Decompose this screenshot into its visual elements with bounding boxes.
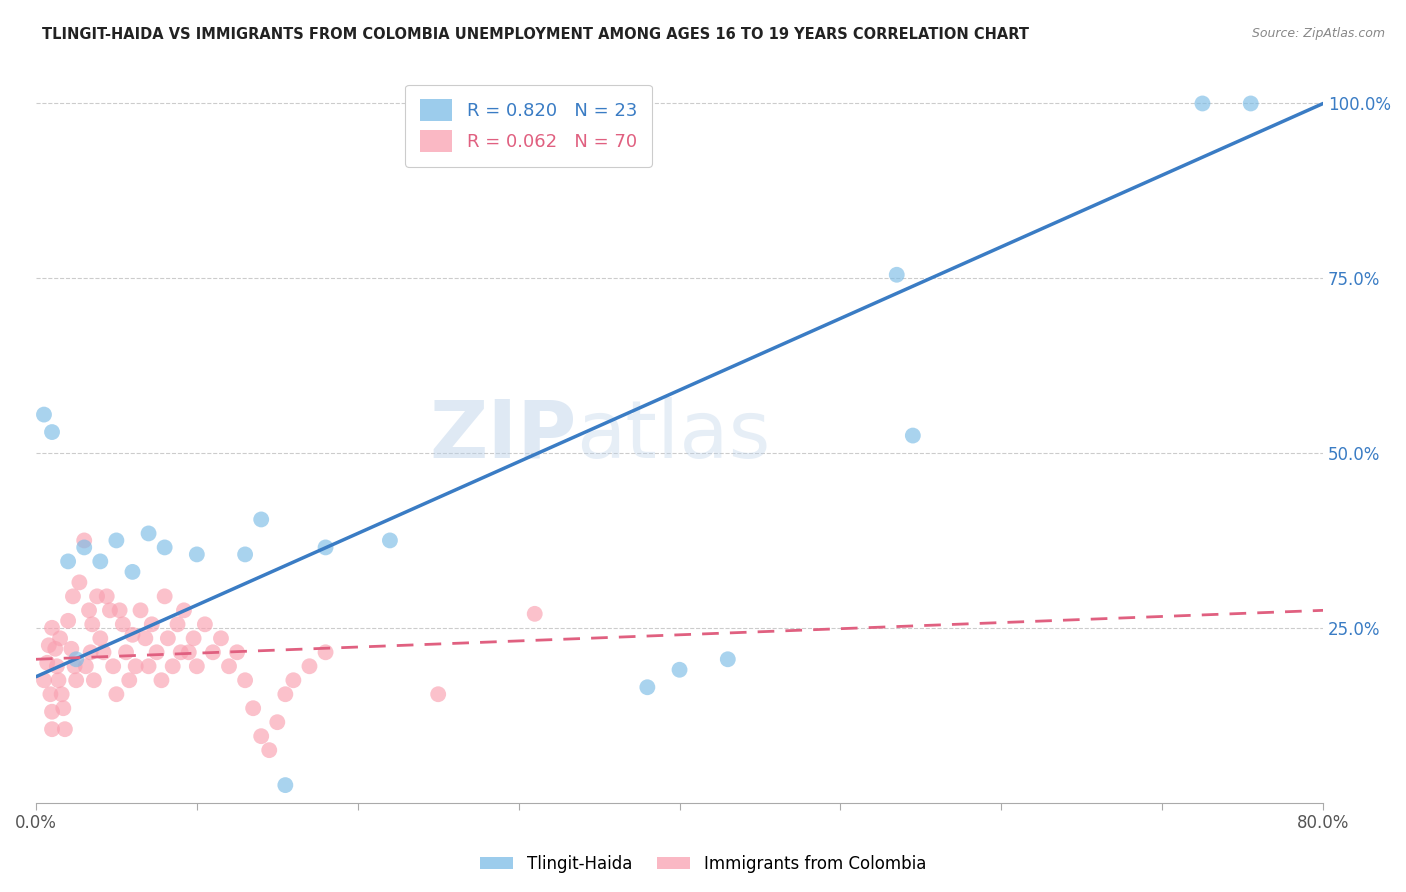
Point [150,673,173,688]
Point [636,680,658,694]
Point [89,554,111,568]
Point [378,533,401,548]
Point [65,673,87,688]
Point [56,554,79,568]
Point [63,659,86,673]
Point [32,673,55,688]
Point [283,673,305,688]
Point [89,632,111,646]
Point [226,645,249,659]
Point [218,659,240,673]
Point [93,645,115,659]
Point [242,701,264,715]
Point [32,408,55,422]
Point [209,632,232,646]
Point [77,603,100,617]
Point [257,743,280,757]
Point [233,673,256,688]
Point [52,701,75,715]
Point [138,526,160,541]
Point [41,722,63,736]
Point [62,590,84,604]
Point [121,565,143,579]
Point [60,641,83,656]
Point [427,687,450,701]
Point [38,638,60,652]
Point [274,778,297,792]
Point [250,729,273,743]
Point [65,652,87,666]
Point [523,607,546,621]
Point [73,541,96,555]
Point [134,632,156,646]
Point [138,659,160,673]
Text: TLINGIT-HAIDA VS IMMIGRANTS FROM COLOMBIA UNEMPLOYMENT AMONG AGES 16 TO 19 YEARS: TLINGIT-HAIDA VS IMMIGRANTS FROM COLOMBI… [42,27,1029,42]
Point [141,617,163,632]
Point [105,533,128,548]
Point [668,663,690,677]
Point [183,632,205,646]
Point [125,659,148,673]
Point [39,687,62,701]
Point [37,656,59,670]
Point [44,641,66,656]
Point [1240,96,1263,111]
Point [51,687,73,701]
Point [79,645,101,659]
Point [173,603,195,617]
Point [96,590,118,604]
Point [156,632,179,646]
Text: Source: ZipAtlas.com: Source: ZipAtlas.com [1251,27,1385,40]
Point [170,645,193,659]
Point [111,617,134,632]
Point [45,659,67,673]
Point [315,645,337,659]
Point [266,715,288,730]
Point [1191,96,1213,111]
Point [75,659,97,673]
Point [121,628,143,642]
Point [86,590,108,604]
Point [108,603,131,617]
Point [274,687,297,701]
Point [53,722,76,736]
Point [901,428,924,442]
Point [186,548,208,562]
Point [201,645,224,659]
Point [250,512,273,526]
Text: ZIP: ZIP [429,397,576,475]
Point [41,621,63,635]
Point [145,645,167,659]
Point [48,673,70,688]
Point [717,652,740,666]
Point [118,673,141,688]
Point [166,617,188,632]
Point [315,541,337,555]
Point [98,603,121,617]
Point [115,645,138,659]
Point [153,590,176,604]
Legend: Tlingit-Haida, Immigrants from Colombia: Tlingit-Haida, Immigrants from Colombia [474,848,932,880]
Point [886,268,908,282]
Point [101,659,124,673]
Point [162,659,184,673]
Legend: R = 0.820   N = 23, R = 0.062   N = 70: R = 0.820 N = 23, R = 0.062 N = 70 [405,85,651,167]
Point [73,533,96,548]
Point [129,603,152,617]
Point [83,673,105,688]
Point [177,645,200,659]
Point [233,548,256,562]
Point [194,617,217,632]
Point [105,687,128,701]
Point [49,632,72,646]
Text: atlas: atlas [576,397,770,475]
Point [186,659,208,673]
Point [153,541,176,555]
Point [82,617,104,632]
Point [41,705,63,719]
Point [56,614,79,628]
Point [298,659,321,673]
Point [67,575,90,590]
Point [41,425,63,439]
